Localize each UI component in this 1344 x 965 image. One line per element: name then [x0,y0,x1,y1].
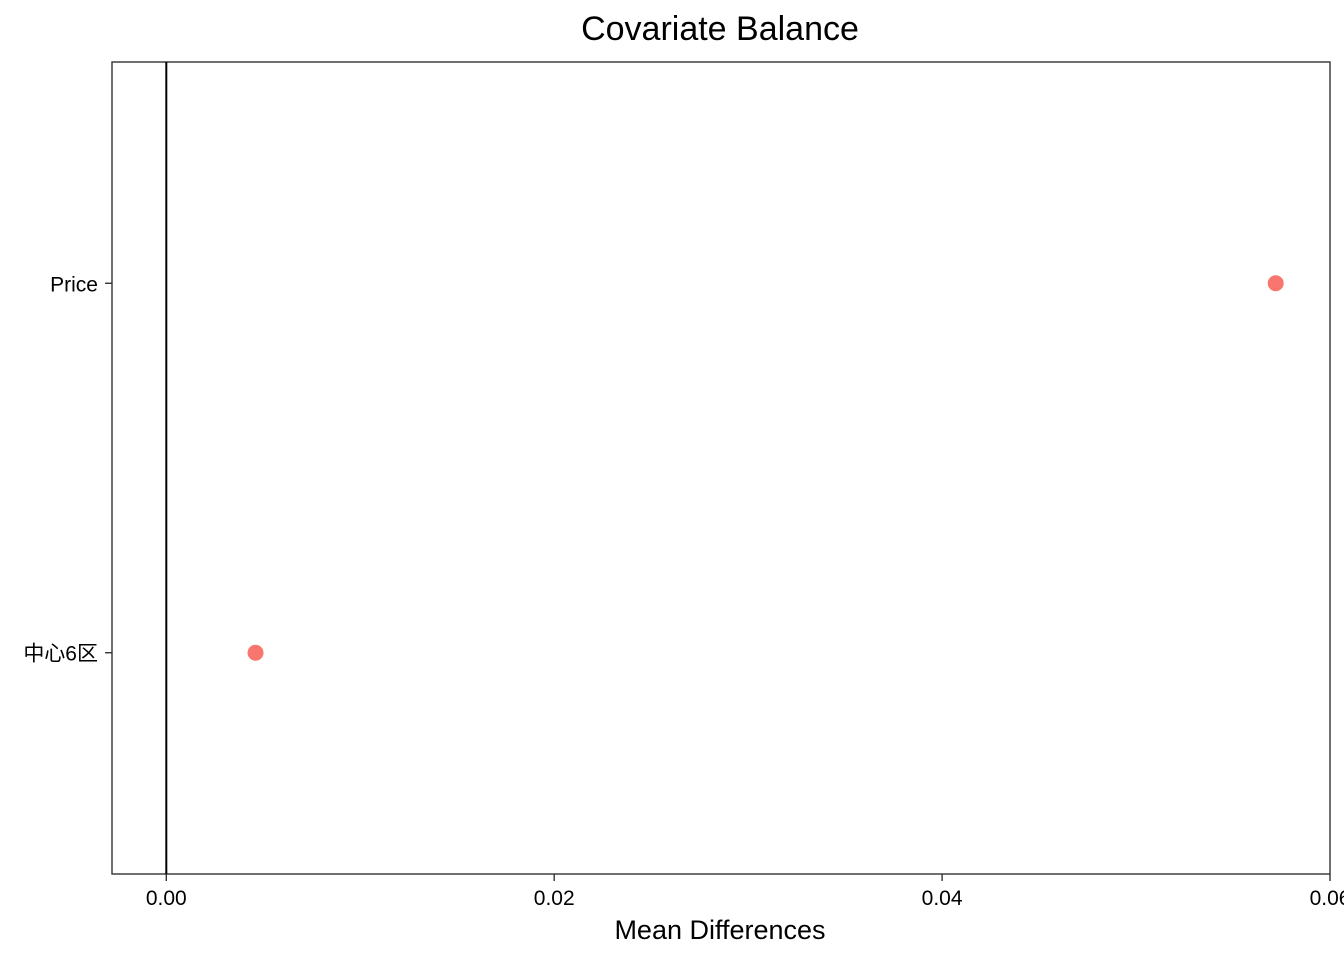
x-tick-label: 0.04 [922,887,963,910]
x-axis: 0.00 0.02 0.04 0.06 [146,874,1344,910]
plot-panel-border [111,61,1331,875]
x-tick-label: 0.00 [146,887,187,910]
data-point [247,644,264,661]
y-axis: 中心6区 Price [23,273,112,666]
chart-title: Covariate Balance [581,10,859,48]
x-tick-label: 0.02 [534,887,575,910]
x-tick-label: 0.06 [1310,887,1344,910]
points-layer [247,275,1284,661]
x-axis-title: Mean Differences [614,915,825,945]
data-point [1267,275,1284,292]
y-tick-label: Price [50,273,98,296]
y-tick-label: 中心6区 [23,643,98,666]
